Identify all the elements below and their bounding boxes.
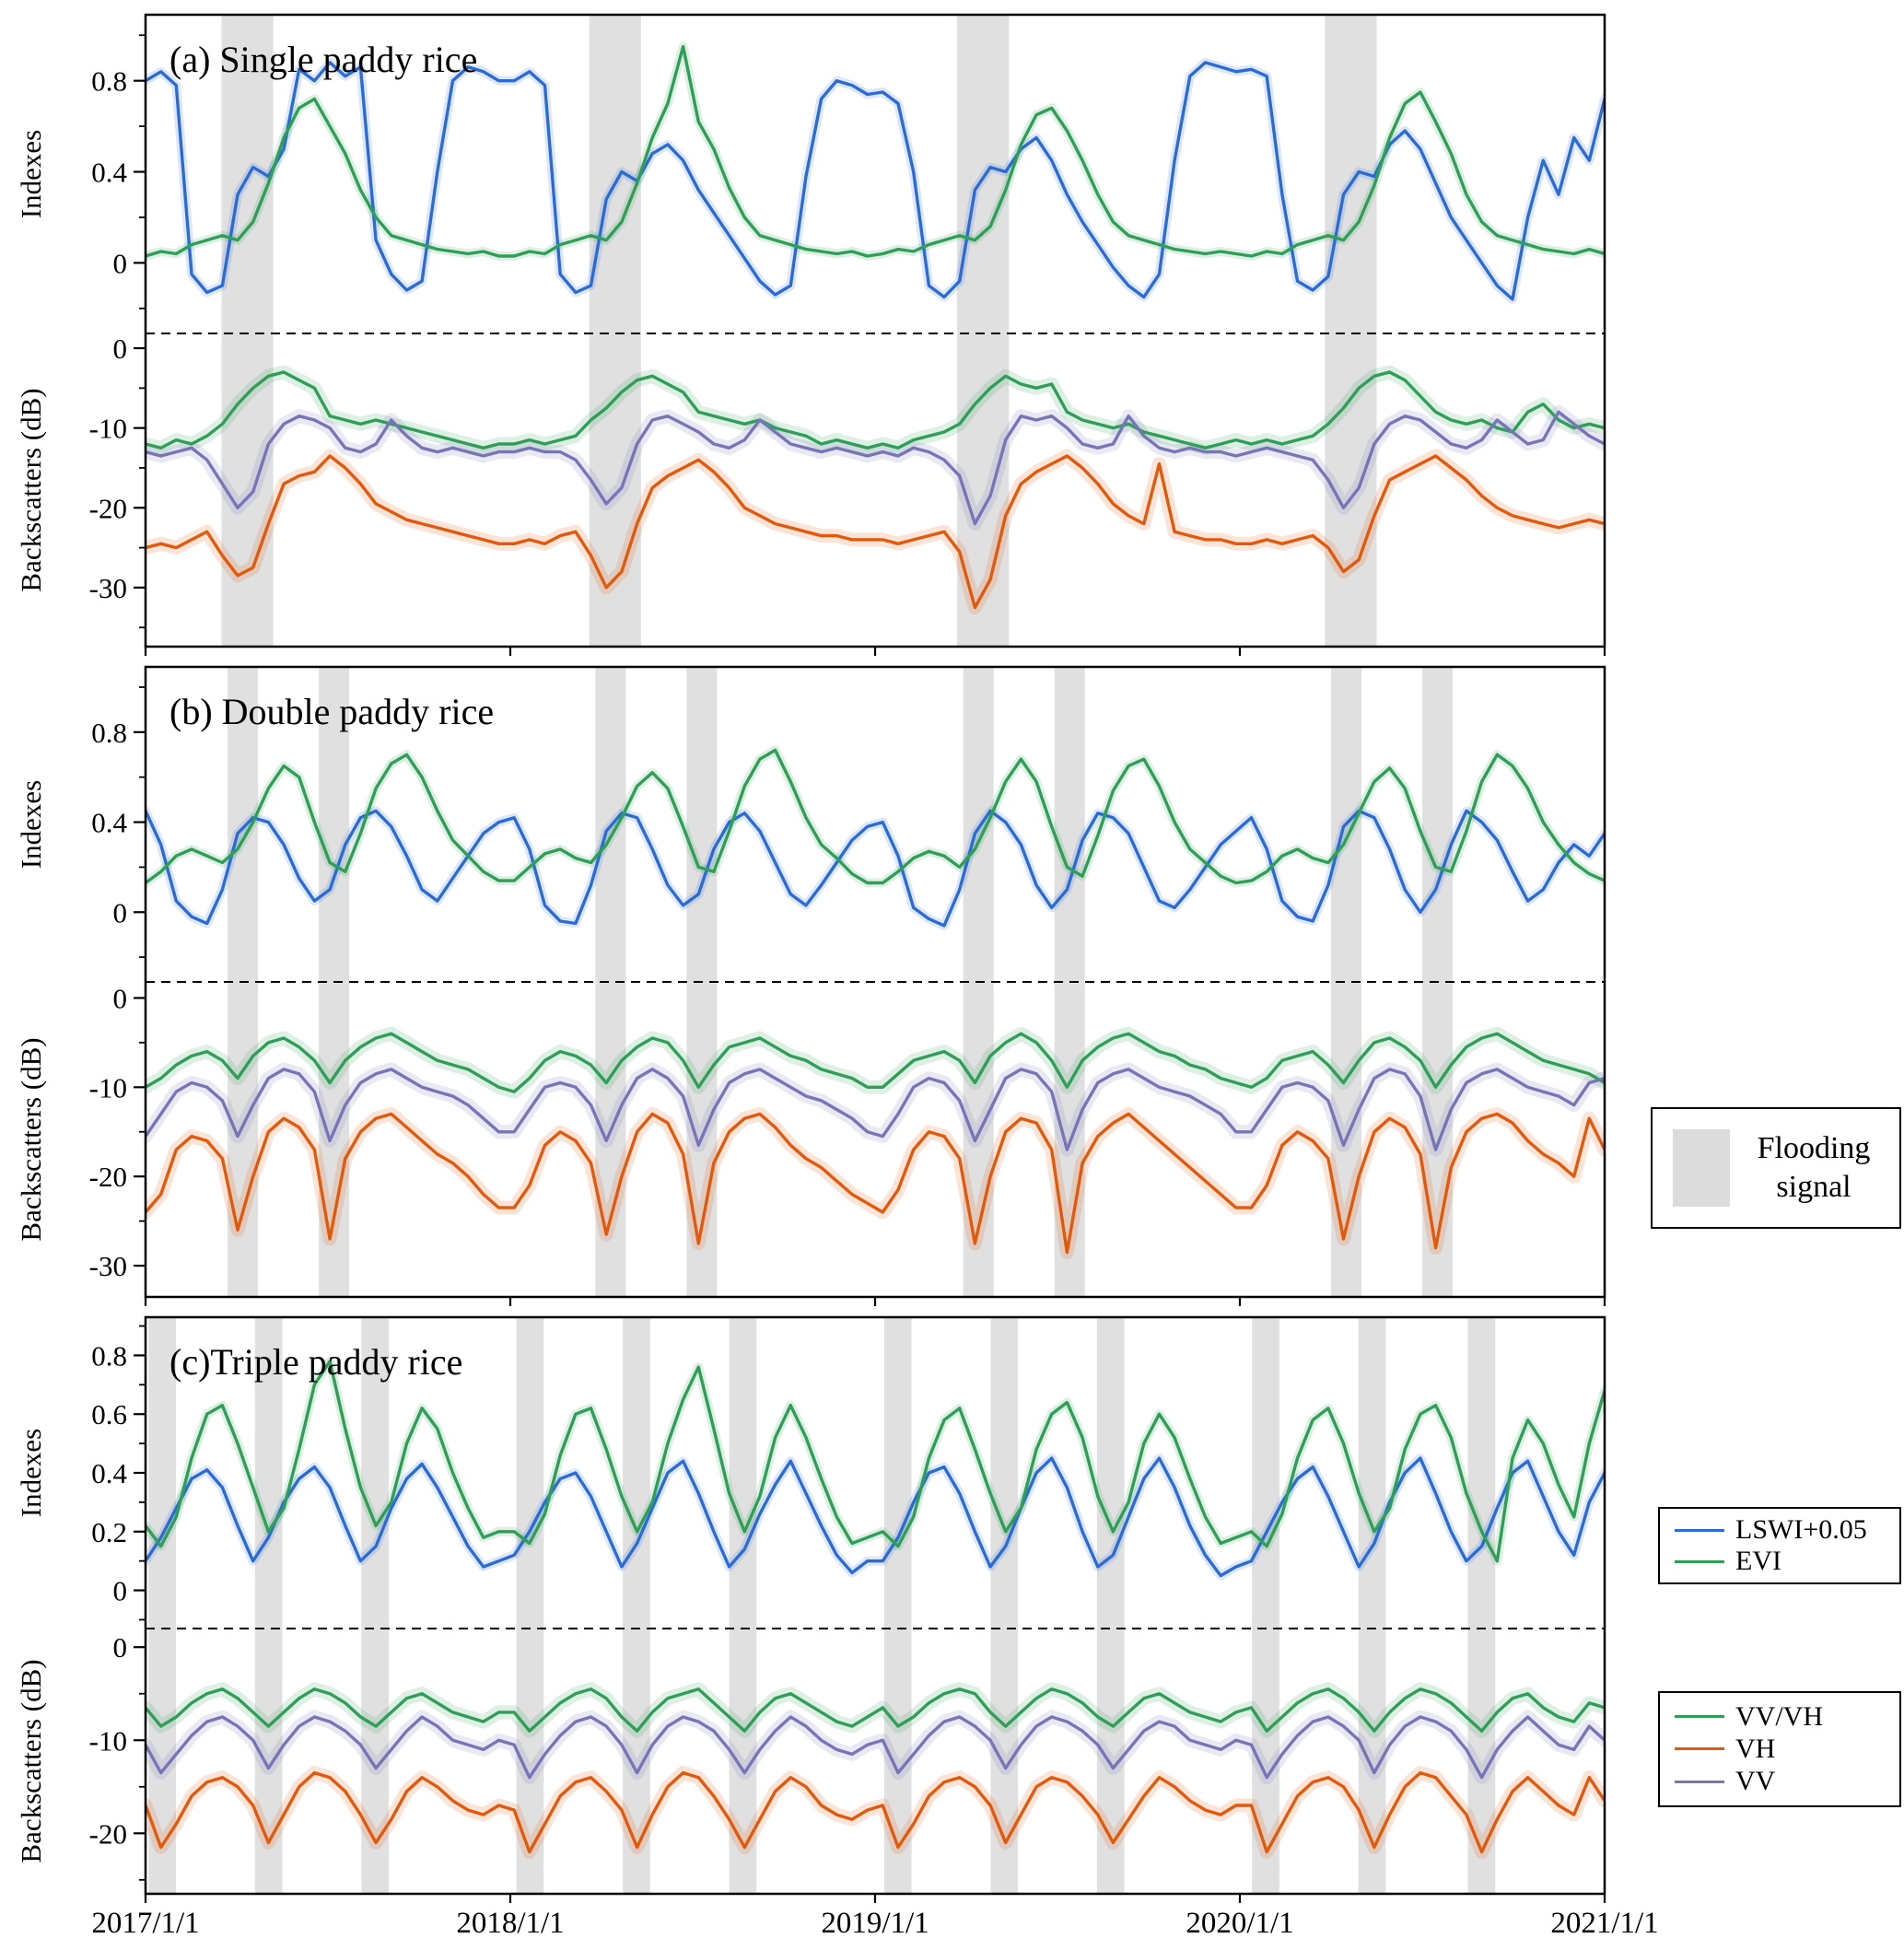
series-line-EVI (146, 44, 1605, 258)
panel-title: (b) Double paddy rice (169, 691, 494, 732)
series-line-VV (146, 1715, 1605, 1780)
legend-row-vv: VV (1675, 1766, 1885, 1798)
vv-line-swatch (1675, 1780, 1724, 1783)
y-tick-label: -10 (89, 1724, 127, 1757)
series-line-VV-VH (146, 1032, 1605, 1093)
y-tick-label: 0.2 (91, 1516, 127, 1548)
panel-title: (c)Triple paddy rice (169, 1341, 462, 1383)
flooding-label: Flooding signal (1757, 1130, 1871, 1205)
series-line-EVI (146, 1360, 1605, 1563)
series-envelope-VH (146, 449, 1605, 615)
panel-title: (a) Single paddy rice (169, 39, 477, 80)
lswi-line-swatch (1675, 1528, 1724, 1532)
y-tick-label: 0.4 (91, 1457, 127, 1489)
y-tick-label: -20 (89, 1161, 127, 1193)
y-tick-label: 0 (113, 896, 128, 928)
y-tick-label: 0.6 (91, 1398, 127, 1430)
vv-label: VV (1735, 1766, 1776, 1797)
series-line-VV (146, 410, 1605, 526)
flood-band (990, 1317, 1019, 1894)
series-line-VH (146, 1112, 1605, 1255)
y-tick-label: 0.4 (91, 807, 127, 839)
evi-line-swatch (1675, 1559, 1724, 1563)
flood-band (883, 1317, 912, 1894)
indexes-legend: LSWI+0.05 EVI (1658, 1507, 1901, 1584)
flood-band (254, 1317, 283, 1894)
vh-line-swatch (1675, 1747, 1724, 1751)
legend-row-vvvh: VV/VH (1675, 1700, 1885, 1733)
flood-band (1358, 1317, 1386, 1894)
x-tick-label: 2020/1/1 (1186, 1907, 1293, 1940)
flood-band (623, 1317, 650, 1894)
y-tick-label: 0 (113, 1631, 128, 1664)
evi-label: EVI (1735, 1546, 1781, 1576)
y-tick-label: -20 (89, 1817, 127, 1850)
y-axis-label: Indexes (15, 780, 47, 869)
flood-band (1096, 1317, 1125, 1894)
y-tick-label: 0 (113, 333, 128, 365)
vvvh-label: VV/VH (1735, 1700, 1823, 1732)
y-tick-label: -10 (89, 413, 127, 445)
vh-label: VH (1735, 1733, 1776, 1764)
y-axis-label: Indexes (15, 130, 47, 218)
backscatters-legend: VV/VH VH VV (1658, 1691, 1901, 1807)
y-tick-label: -10 (89, 1071, 127, 1103)
legend-row-evi: EVI (1675, 1546, 1885, 1577)
y-axis-label: Backscatters (dB) (15, 1659, 47, 1862)
series-line-VH (146, 454, 1605, 610)
flooding-signal-legend: Flooding signal (1651, 1107, 1901, 1229)
lswi-label: LSWI+0.05 (1735, 1514, 1867, 1545)
flood-band (1325, 15, 1377, 647)
y-tick-label: 0.4 (91, 157, 127, 189)
y-tick-label: 0 (113, 982, 128, 1014)
y-tick-label: 0 (113, 247, 128, 279)
series-line-LSWI-0-05 (146, 61, 1605, 301)
y-tick-label: 0.8 (91, 717, 127, 749)
flood-band (516, 1317, 544, 1894)
flood-band (148, 1317, 176, 1894)
y-axis-label: Indexes (15, 1429, 47, 1517)
series-line-LSWI-0-05 (146, 1456, 1605, 1578)
y-tick-label: -20 (89, 492, 127, 524)
flooding-swatch (1673, 1129, 1730, 1207)
legend-row-vh: VH (1675, 1733, 1885, 1765)
x-tick-label: 2017/1/1 (91, 1907, 199, 1940)
legend-row-lswi: LSWI+0.05 (1675, 1514, 1885, 1546)
flood-band (221, 15, 274, 647)
series-line-VV (146, 1068, 1605, 1151)
x-tick-label: 2018/1/1 (456, 1907, 564, 1940)
y-axis-label: Backscatters (dB) (15, 1037, 47, 1241)
flood-band (1467, 1317, 1496, 1894)
flood-band (729, 1317, 757, 1894)
y-tick-label: 0 (113, 1575, 128, 1607)
flood-band (1252, 1317, 1279, 1894)
y-tick-label: 0.8 (91, 1339, 127, 1372)
flood-band (361, 1317, 389, 1894)
x-tick-label: 2021/1/1 (1550, 1907, 1658, 1940)
y-tick-label: -30 (89, 1250, 127, 1282)
y-tick-label: 0.8 (91, 65, 127, 98)
series-line-LSWI-0-05 (146, 809, 1605, 928)
y-tick-label: -30 (89, 572, 127, 604)
series-line-VH (146, 1770, 1605, 1854)
series-line-EVI (146, 748, 1605, 885)
series-line-VV-VH (146, 1687, 1605, 1733)
y-axis-label: Backscatters (dB) (15, 388, 47, 591)
vvvh-line-swatch (1675, 1715, 1724, 1719)
x-tick-label: 2019/1/1 (821, 1907, 929, 1940)
